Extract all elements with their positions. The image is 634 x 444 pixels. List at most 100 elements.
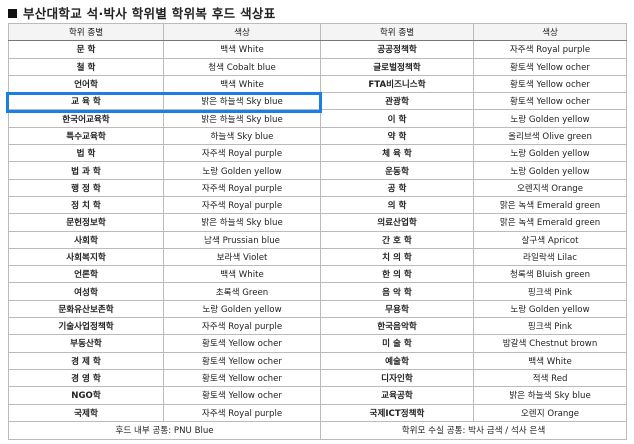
color-cell: 자주색 Royal purple <box>163 403 321 422</box>
degree-cell: FTA비즈니스학 <box>320 74 474 94</box>
color-cell: 청록색 Bluish green <box>473 265 627 284</box>
color-cell: 백색 White <box>473 351 627 370</box>
degree-cell: 한 의 학 <box>320 265 474 284</box>
color-cell: 백색 White <box>163 40 321 59</box>
color-cell: 오렌지색 Orange <box>473 178 627 197</box>
header-degree: 학위 종별 <box>320 22 474 42</box>
table-row: 언어학 백색 White FTA비즈니스학 황토색 Yellow ocher <box>8 74 627 94</box>
color-cell: 황토색 Yellow ocher <box>163 334 321 353</box>
color-cell: 노랑 Golden yellow <box>473 299 627 319</box>
degree-cell: 무용학 <box>320 299 474 319</box>
degree-cell: 국제ICT정책학 <box>320 403 474 422</box>
color-cell: 라일락색 Lilac <box>473 247 627 267</box>
table-row: 경 제 학 황토색 Yellow ocher 예술학 백색 White <box>8 351 627 370</box>
degree-cell: 정 치 학 <box>8 195 164 215</box>
color-cell: 백색 White <box>163 265 321 284</box>
color-cell: 초록색 Green <box>163 282 321 301</box>
color-cell: 황토색 Yellow ocher <box>163 386 321 405</box>
footer-row: 후드 내부 공통: PNU Blue 학위모 수실 공통: 박사 금색 / 석사 … <box>8 420 627 440</box>
degree-cell: 디자인학 <box>320 368 474 388</box>
degree-cell: 글로벌정책학 <box>320 57 474 76</box>
square-bullet-icon <box>8 9 17 18</box>
degree-cell: 한국어교육학 <box>8 109 164 128</box>
degree-cell: 교육공학 <box>320 386 474 405</box>
table-row: 정 치 학 자주색 Royal purple 의 학 맑은 녹색 Emerald gr… <box>8 195 627 215</box>
table-row: 여성학 초록색 Green 음 악 학 핑크색 Pink <box>8 282 627 301</box>
table-row: 문헌정보학 밝은 하늘색 Sky blue 의료산업학 맑은 녹색 Emerald g… <box>8 213 627 232</box>
table-header-row: 학위 종별 색상 학위 종별 색상 <box>8 22 627 42</box>
footer-tassel: 학위모 수실 공통: 박사 금색 / 석사 은색 <box>320 420 627 440</box>
table-row: 교 육 학 밝은 하늘색 Sky blue 관광학 황토색 Yellow ocher <box>8 92 627 111</box>
degree-cell: 철 학 <box>8 57 164 76</box>
degree-cell: 특수교육학 <box>8 126 164 146</box>
color-cell: 밤갈색 Chestnut brown <box>473 334 627 353</box>
color-cell: 밝은 하늘색 Sky blue <box>163 109 321 128</box>
color-cell: 노랑 Golden yellow <box>473 161 627 180</box>
color-cell: 노랑 Golden yellow <box>473 144 627 163</box>
degree-cell: 예술학 <box>320 351 474 370</box>
degree-cell: 문헌정보학 <box>8 213 164 232</box>
degree-cell: 기술사업정책학 <box>8 317 164 336</box>
header-color: 색상 <box>163 22 321 42</box>
color-cell: 노랑 Golden yellow <box>473 109 627 128</box>
degree-cell: 음 악 학 <box>320 282 474 301</box>
table-row: 한국어교육학 밝은 하늘색 Sky blue 이 학 노랑 Golden yellow <box>8 109 627 128</box>
degree-cell: 부동산학 <box>8 334 164 353</box>
color-cell: 노랑 Golden yellow <box>163 161 321 180</box>
table-row: 행 정 학 자주색 Royal purple 공 학 오렌지색 Orange <box>8 178 627 197</box>
degree-cell: 한국음악학 <box>320 317 474 336</box>
color-cell: 자주색 Royal purple <box>473 40 627 59</box>
color-cell: 황토색 Yellow ocher <box>473 92 627 111</box>
degree-cell: 행 정 학 <box>8 178 164 197</box>
degree-cell: 치 의 학 <box>320 247 474 267</box>
color-cell: 백색 White <box>163 74 321 94</box>
degree-cell: NGO학 <box>8 386 164 405</box>
degree-cell: 의료산업학 <box>320 213 474 232</box>
color-cell: 황토색 Yellow ocher <box>473 74 627 94</box>
degree-cell: 교 육 학 <box>8 92 164 111</box>
degree-cell: 사회복지학 <box>8 247 164 267</box>
degree-cell: 운동학 <box>320 161 474 180</box>
color-cell: 올리브색 Olive green <box>473 126 627 146</box>
color-cell: 살구색 Apricot <box>473 230 627 249</box>
table-row: NGO학 황토색 Yellow ocher 교육공학 밝은 하늘색 Sky blue <box>8 386 627 405</box>
footer-hood-lining: 후드 내부 공통: PNU Blue <box>8 420 321 440</box>
color-cell: 자주색 Royal purple <box>163 144 321 163</box>
color-cell: 맑은 녹색 Emerald green <box>473 213 627 232</box>
hood-color-table: 학위 종별 색상 학위 종별 색상 문 학 백색 White 공공정책학 자주색 Ro… <box>8 22 627 440</box>
table-row: 국제학 자주색 Royal purple 국제ICT정책학 오렌지 Orange <box>8 403 627 422</box>
color-cell: 자주색 Royal purple <box>163 317 321 336</box>
table-row: 부동산학 황토색 Yellow ocher 미 술 학 밤갈색 Chestnut br… <box>8 334 627 353</box>
color-cell: 핑크색 Pink <box>473 282 627 301</box>
title-text: 부산대학교 석·박사 학위별 학위복 후드 색상표 <box>23 6 276 21</box>
table-row: 문화유산보존학 노랑 Golden yellow 무용학 노랑 Golden yell… <box>8 299 627 319</box>
color-cell: 황토색 Yellow ocher <box>473 57 627 76</box>
header-degree: 학위 종별 <box>8 22 164 42</box>
degree-cell: 여성학 <box>8 282 164 301</box>
degree-cell: 경 영 학 <box>8 368 164 388</box>
degree-cell: 이 학 <box>320 109 474 128</box>
color-cell: 보라색 Violet <box>163 247 321 267</box>
table-row: 철 학 청색 Cobalt blue 글로벌정책학 황토색 Yellow ocher <box>8 57 627 76</box>
degree-cell: 공공정책학 <box>320 40 474 59</box>
color-cell: 자주색 Royal purple <box>163 178 321 197</box>
color-cell: 맑은 녹색 Emerald green <box>473 195 627 215</box>
degree-cell: 체 육 학 <box>320 144 474 163</box>
color-cell: 오렌지 Orange <box>473 403 627 422</box>
degree-cell: 언어학 <box>8 74 164 94</box>
degree-cell: 법 과 학 <box>8 161 164 180</box>
degree-cell: 언론학 <box>8 265 164 284</box>
degree-cell: 법 학 <box>8 144 164 163</box>
degree-cell: 의 학 <box>320 195 474 215</box>
degree-cell: 관광학 <box>320 92 474 111</box>
table-row: 경 영 학 황토색 Yellow ocher 디자인학 적색 Red <box>8 368 627 388</box>
table-row: 법 과 학 노랑 Golden yellow 운동학 노랑 Golden yellow <box>8 161 627 180</box>
degree-cell: 공 학 <box>320 178 474 197</box>
table-row: 사회학 남색 Prussian blue 간 호 학 살구색 Apricot <box>8 230 627 249</box>
degree-cell: 국제학 <box>8 403 164 422</box>
degree-cell: 사회학 <box>8 230 164 249</box>
color-cell: 황토색 Yellow ocher <box>163 368 321 388</box>
degree-cell: 경 제 학 <box>8 351 164 370</box>
table-row: 언론학 백색 White 한 의 학 청록색 Bluish green <box>8 265 627 284</box>
color-cell: 노랑 Golden yellow <box>163 299 321 319</box>
